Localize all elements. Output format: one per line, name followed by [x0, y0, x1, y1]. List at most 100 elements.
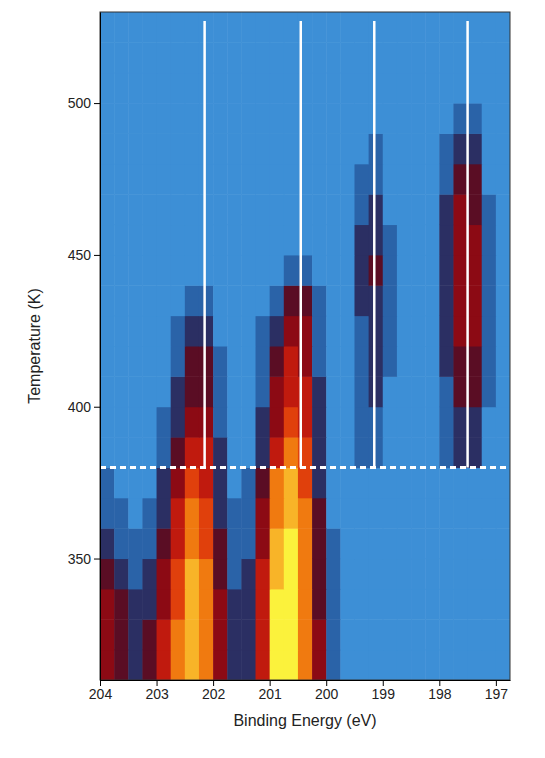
heat-cell: [128, 407, 143, 438]
heat-cell: [340, 407, 355, 438]
heat-cell: [227, 467, 242, 498]
heat-cell: [453, 133, 468, 164]
heat-cell: [213, 346, 228, 377]
heat-cell: [340, 650, 355, 680]
heat-cell: [171, 559, 186, 590]
heat-cell: [411, 559, 426, 590]
heat-cell: [354, 589, 369, 620]
x-tick-label: 204: [89, 686, 113, 702]
heat-cell: [383, 316, 398, 347]
heat-cell: [482, 12, 497, 43]
heat-cell: [298, 528, 313, 559]
heat-cell: [369, 73, 384, 104]
heat-cell: [114, 103, 129, 134]
heat-cell: [312, 103, 327, 134]
heat-cell: [439, 346, 454, 377]
heat-cell: [171, 194, 186, 225]
heat-cell: [439, 133, 454, 164]
heat-cell: [468, 255, 483, 286]
heat-cell: [453, 285, 468, 316]
heat-cell: [369, 194, 384, 225]
heat-cell: [171, 73, 186, 104]
heat-cell: [425, 467, 440, 498]
x-tick-label: 198: [428, 686, 452, 702]
heat-cell: [453, 498, 468, 529]
heat-cell: [128, 498, 143, 529]
heat-cell: [354, 407, 369, 438]
heat-cell: [354, 285, 369, 316]
heat-cell: [213, 164, 228, 195]
heat-cell: [142, 589, 157, 620]
heat-cell: [482, 559, 497, 590]
heat-cell: [425, 73, 440, 104]
heat-cell: [128, 346, 143, 377]
heat-cell: [312, 559, 327, 590]
heat-cell: [270, 407, 285, 438]
heat-cell: [496, 194, 510, 225]
heat-cell: [411, 255, 426, 286]
heat-cell: [157, 619, 172, 650]
heat-cell: [199, 407, 214, 438]
heat-cell: [256, 225, 271, 256]
heat-cell: [270, 589, 285, 620]
heat-cell: [298, 498, 313, 529]
heat-cell: [482, 285, 497, 316]
heat-cell: [369, 346, 384, 377]
heat-cell: [482, 619, 497, 650]
heat-cell: [397, 255, 412, 286]
heat-cell: [411, 437, 426, 468]
heat-cell: [411, 589, 426, 620]
heat-cell: [157, 407, 172, 438]
heat-cell: [312, 619, 327, 650]
heat-cell: [256, 255, 271, 286]
heat-cell: [425, 42, 440, 73]
heat-cell: [453, 194, 468, 225]
heat-cell: [241, 437, 256, 468]
heat-cell: [383, 559, 398, 590]
heat-cell: [496, 528, 510, 559]
heat-cell: [100, 650, 115, 680]
heat-cell: [453, 346, 468, 377]
heat-cell: [397, 194, 412, 225]
heat-cell: [241, 103, 256, 134]
heat-cell: [354, 73, 369, 104]
heat-cell: [284, 437, 299, 468]
heat-cell: [496, 376, 510, 407]
heat-cell: [171, 589, 186, 620]
heat-cell: [171, 346, 186, 377]
heat-cell: [369, 650, 384, 680]
heat-cell: [482, 528, 497, 559]
heat-cell: [411, 73, 426, 104]
heat-cell: [496, 589, 510, 620]
heat-cell: [284, 589, 299, 620]
heat-cell: [256, 103, 271, 134]
heat-cell: [227, 194, 242, 225]
heat-cell: [425, 437, 440, 468]
heat-cell: [270, 346, 285, 377]
heat-cell: [326, 42, 341, 73]
heat-cell: [114, 498, 129, 529]
y-tick-label: 350: [68, 551, 92, 567]
heat-cell: [114, 225, 129, 256]
heat-cell: [241, 194, 256, 225]
heat-cell: [227, 498, 242, 529]
heat-cell: [383, 285, 398, 316]
heat-cell: [284, 467, 299, 498]
heat-cell: [397, 133, 412, 164]
heat-cell: [213, 376, 228, 407]
heat-cell: [439, 103, 454, 134]
heat-cell: [453, 376, 468, 407]
heat-cell: [411, 346, 426, 377]
heat-cell: [383, 467, 398, 498]
heat-cell: [241, 346, 256, 377]
heat-cell: [227, 376, 242, 407]
heat-cell: [213, 225, 228, 256]
heat-cell: [241, 316, 256, 347]
heat-cell: [482, 589, 497, 620]
heat-cell: [312, 589, 327, 620]
heat-cell: [397, 12, 412, 43]
heat-cell: [468, 42, 483, 73]
y-tick-mark: [94, 103, 100, 104]
heat-cell: [312, 12, 327, 43]
heat-cell: [128, 194, 143, 225]
